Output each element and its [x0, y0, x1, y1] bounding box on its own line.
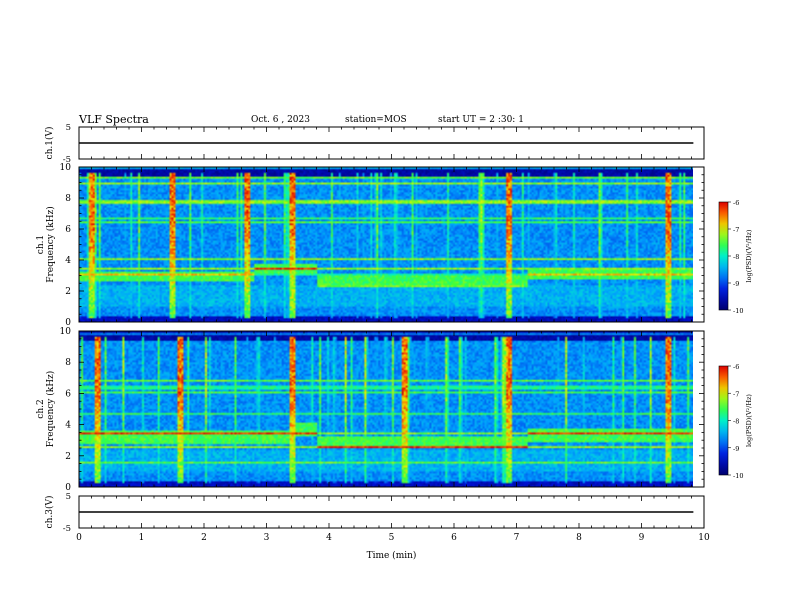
spectrogram-ch1-ytick-label: 4 [65, 256, 71, 266]
spectrogram-ch1-ytick-label: 0 [65, 318, 71, 328]
start-time-label: start UT = 2 :30: 1 [438, 115, 524, 125]
spectrogram-ch2-colorbar-tick-label: -7 [733, 390, 739, 398]
spectrogram-ch1-ytick-label: 6 [65, 225, 71, 235]
spectrogram-ch2-channel-label: ch.2 [36, 399, 46, 418]
spectrogram-ch1-colorbar [718, 201, 729, 311]
spectrogram-ch2-colorbar-tick-label: -10 [733, 472, 743, 480]
spectrogram-ch1-colorbar-tick-label: -7 [733, 226, 739, 234]
spectrogram-ch1-colorbar-tick-label: -10 [733, 307, 743, 315]
waveform-bottom-xtick-label: 1 [139, 533, 145, 543]
spectrogram-ch2-colorbar [718, 365, 729, 476]
waveform-bottom-xtick-label: 0 [76, 533, 82, 543]
date-label: Oct. 6 , 2023 [251, 115, 310, 125]
waveform-bottom-xtick-label: 5 [389, 533, 395, 543]
spectrogram-ch1-colorbar-tick-label: -8 [733, 253, 739, 261]
station-label: station=MOS [345, 115, 407, 125]
spectrogram-ch2-spectrogram [79, 331, 693, 487]
waveform-bottom-ytick-label: 5 [66, 492, 71, 502]
spectrogram-ch1-spectrogram [79, 167, 693, 322]
spectrogram-ch2-ytick-label: 6 [65, 389, 71, 399]
spectrogram-ch1-channel-label: ch.1 [36, 235, 46, 254]
x-axis-label: Time (min) [367, 550, 417, 561]
waveform-bottom-ylabel: ch.3(V) [44, 496, 55, 529]
spectrogram-ch2-colorbar-tick-label: -6 [733, 363, 739, 371]
spectrogram-ch2-colorbar-label: log(PSD)(V²/Hz) [745, 394, 753, 447]
waveform-top-ytick-label: 5 [66, 123, 71, 133]
spectrogram-ch1-ylabel: Frequency (kHz) [45, 206, 56, 283]
waveform-bottom-xtick-label: 6 [451, 533, 457, 543]
figure-title: VLF Spectra [79, 113, 149, 126]
waveform-bottom-xtick-label: 4 [326, 533, 332, 543]
spectrogram-ch1-colorbar-label: log(PSD)(V²/Hz) [745, 229, 753, 282]
spectrogram-ch2-colorbar-tick-label: -9 [733, 445, 739, 453]
spectrogram-ch2-ytick-label: 10 [60, 327, 72, 337]
spectrogram-ch1-ytick-label: 8 [65, 194, 71, 204]
spectrogram-ch2-ytick-label: 0 [65, 483, 71, 493]
waveform-bottom-ytick-label: -5 [63, 524, 71, 534]
waveform-top-ytick-label: -5 [63, 155, 71, 165]
waveform-top-ylabel: ch.1(V) [44, 127, 55, 160]
spectrogram-ch1-colorbar-tick-label: -9 [733, 280, 739, 288]
waveform-bottom-xtick-label: 8 [576, 533, 582, 543]
spectrogram-ch1-colorbar-tick-label: -6 [733, 199, 739, 207]
spectrogram-ch1-ytick-label: 10 [60, 163, 72, 173]
waveform-bottom-xtick-label: 9 [639, 533, 645, 543]
spectrogram-ch2-ylabel: Frequency (kHz) [45, 371, 56, 448]
spectrogram-ch1-ytick-label: 2 [65, 287, 71, 297]
spectrogram-ch2-ytick-label: 4 [65, 421, 71, 431]
waveform-bottom-xtick-label: 10 [698, 533, 710, 543]
waveform-bottom-xtick-label: 7 [514, 533, 520, 543]
waveform-bottom-xtick-label: 2 [201, 533, 207, 543]
spectrogram-ch2-ytick-label: 8 [65, 358, 71, 368]
spectrogram-ch2-ytick-label: 2 [65, 452, 71, 462]
waveform-bottom-xtick-label: 3 [264, 533, 270, 543]
spectrogram-ch2-colorbar-tick-label: -8 [733, 418, 739, 426]
